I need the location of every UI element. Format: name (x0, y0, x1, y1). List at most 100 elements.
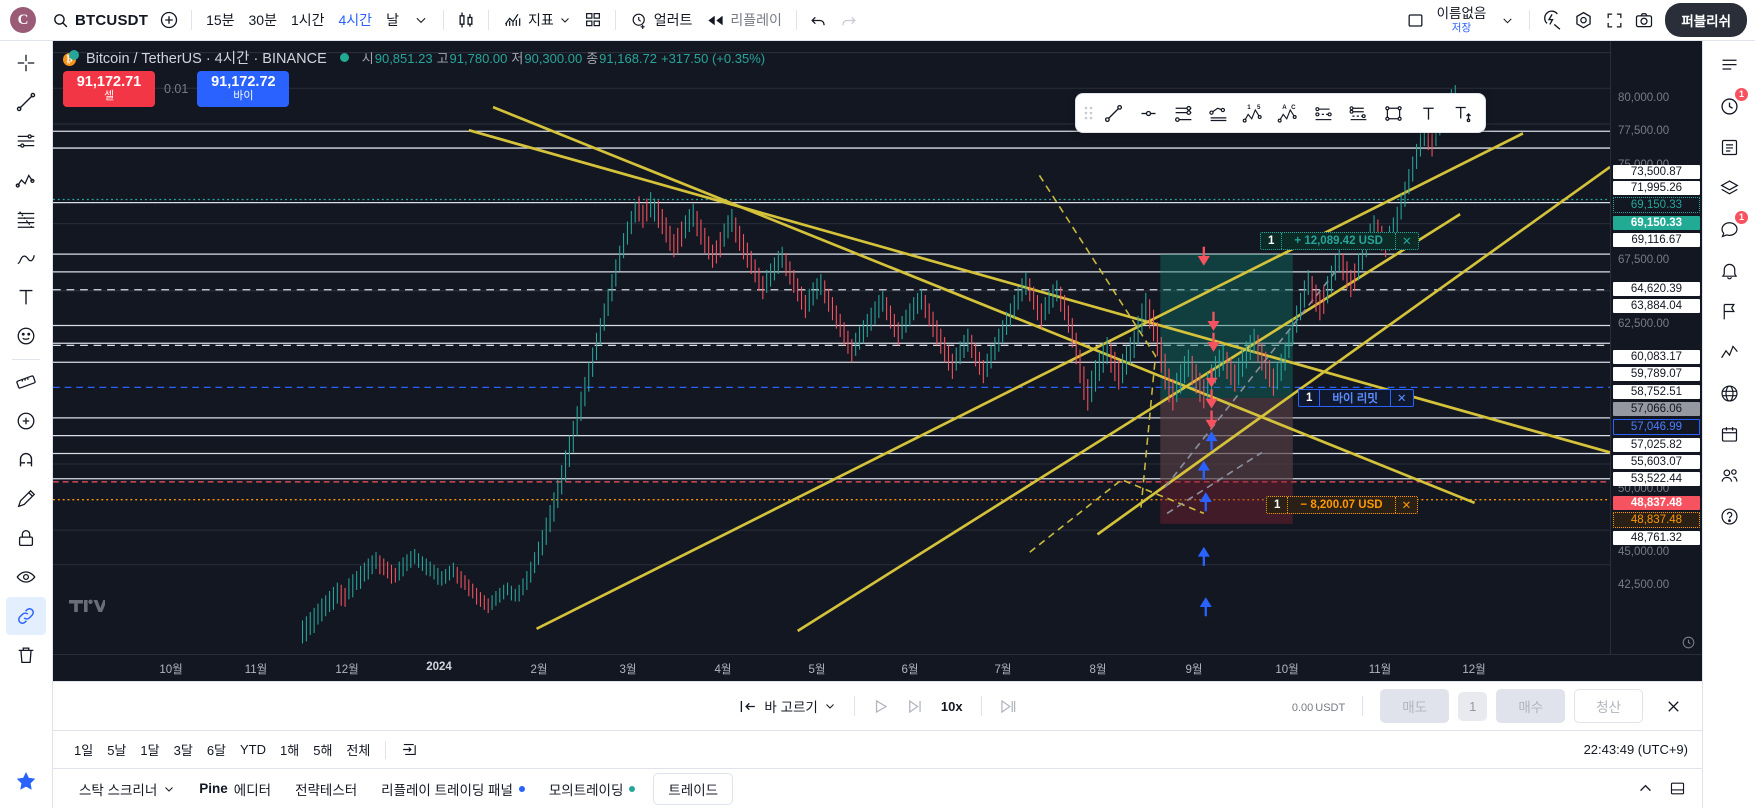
price-label-stop[interactable]: 48,837.48 (1613, 496, 1700, 510)
layout-select-button[interactable] (1401, 5, 1431, 35)
alert-button[interactable]: 얼러트 (623, 5, 700, 35)
layout-name-button[interactable]: 이름없음 저장 (1431, 4, 1493, 36)
stock-screener-tab[interactable]: 스탁 스크리너 (67, 773, 187, 805)
buy-limit-order-label[interactable]: 1 바이 리밋 ✕ (1298, 389, 1414, 407)
magnet-icon[interactable] (6, 441, 46, 479)
publish-button[interactable]: 퍼블리쉬 (1665, 3, 1747, 37)
chart-clock[interactable]: 22:43:49 (UTC+9) (1583, 742, 1688, 757)
collapse-panel-button[interactable] (1630, 774, 1660, 804)
anchored-text-icon[interactable] (1446, 97, 1480, 129)
rectangle-icon[interactable] (1376, 97, 1410, 129)
short-position-close-icon[interactable]: ✕ (1394, 497, 1418, 513)
help-question-icon[interactable] (1709, 497, 1749, 535)
range-5d[interactable]: 5날 (107, 743, 127, 758)
replay-trading-panel-tab[interactable]: 리플레이 트레이딩 패널 (369, 773, 537, 805)
ideas-flag-icon[interactable] (1709, 292, 1749, 330)
chart-pattern-icon[interactable] (1709, 333, 1749, 371)
text-icon[interactable] (1411, 97, 1445, 129)
play-button[interactable] (865, 691, 897, 721)
range-1d[interactable]: 1일 (74, 743, 94, 758)
price-label-line[interactable]: 58,752.51 (1613, 385, 1700, 399)
trash-icon[interactable] (6, 636, 46, 674)
replay-qty-input[interactable]: 1 (1458, 691, 1488, 721)
eye-hide-icon[interactable] (6, 558, 46, 596)
long-position-label[interactable]: 1 + 12,089.42 USD ✕ (1260, 232, 1419, 250)
price-label-buy-limit[interactable]: 57,046.99 (1613, 419, 1700, 435)
price-label-line[interactable]: 69,116.67 (1613, 233, 1700, 247)
elliott-abc-correction-icon[interactable]: A C (1271, 97, 1305, 129)
users-icon[interactable] (1709, 456, 1749, 494)
drag-grip-icon[interactable] (1081, 97, 1095, 129)
price-label-line[interactable]: 57,025.82 (1613, 438, 1700, 452)
range-ytd[interactable]: YTD (240, 742, 267, 757)
indicators-button[interactable]: 지표 (496, 5, 578, 35)
xabcd-pattern-icon[interactable] (1306, 97, 1340, 129)
undo-button[interactable] (804, 5, 834, 35)
price-label-last-price[interactable]: 69,150.33 (1613, 216, 1700, 230)
go-to-date-button[interactable] (394, 737, 425, 762)
horizontal-ray-icon[interactable] (1131, 97, 1165, 129)
step-forward-button[interactable] (899, 691, 931, 721)
short-position-label[interactable]: 1 − 8,200.07 USD ✕ (1266, 496, 1419, 514)
long-position-close-icon[interactable]: ✕ (1394, 233, 1418, 249)
range-1m[interactable]: 1달 (140, 743, 160, 758)
favorites-star-icon[interactable] (6, 762, 46, 800)
app-logo[interactable]: C (10, 7, 36, 33)
price-label-line[interactable]: 59,789.07 (1613, 367, 1700, 381)
parallel-channel-icon[interactable] (1166, 97, 1200, 129)
calendar-icon[interactable] (1709, 415, 1749, 453)
measure-ruler-icon[interactable] (6, 363, 46, 401)
range-5y[interactable]: 5해 (313, 743, 333, 758)
price-axis[interactable]: 80,000.00 77,500.00 75,000.00 67,500.00 … (1610, 41, 1702, 654)
snapshot-button[interactable] (1629, 5, 1659, 35)
price-label-take-profit[interactable]: 69,150.33 (1613, 197, 1700, 213)
replay-speed[interactable]: 10x (940, 698, 963, 714)
community-icon[interactable] (1709, 374, 1749, 412)
chart-area[interactable]: 1 + 12,089.42 USD ✕ 1 바이 리밋 ✕ 1 − 8,200.… (53, 41, 1702, 681)
pine-editor-tab[interactable]: Pine 에디터 (187, 773, 283, 805)
legend-symbol-title[interactable]: Bitcoin / TetherUS · 4시간 · BINANCE (86, 51, 327, 67)
watchlist-icon[interactable] (1709, 46, 1749, 84)
price-label-line[interactable]: 53,522.44 (1613, 472, 1700, 486)
range-1y[interactable]: 1해 (280, 743, 300, 758)
paper-trading-tab[interactable]: 모의트레이딩 (537, 773, 648, 805)
quick-search-button[interactable] (1537, 5, 1568, 35)
pencil-draw-icon[interactable] (6, 480, 46, 518)
gann-fib-icon[interactable] (6, 200, 46, 238)
notifications-bell-icon[interactable] (1709, 251, 1749, 289)
price-label-line[interactable]: 71,995.26 (1613, 181, 1700, 195)
axis-clock-icon[interactable] (1681, 635, 1696, 650)
order-quantity[interactable]: 0.01 (164, 81, 189, 96)
brush-icon[interactable] (6, 239, 46, 277)
timeframe-1h[interactable]: 1시간 (290, 12, 325, 28)
pitchfork-icon[interactable] (1201, 97, 1235, 129)
price-label-short-entry[interactable]: 48,837.48 (1613, 512, 1700, 528)
buy-limit-close-icon[interactable]: ✕ (1389, 390, 1413, 406)
buy-button[interactable]: 91,172.72 바이 (197, 71, 290, 107)
data-window-icon[interactable] (1709, 128, 1749, 166)
symbol-search[interactable]: BTCUSDT (46, 8, 154, 33)
layout-caret-button[interactable] (1492, 5, 1522, 35)
price-label-line[interactable]: 63,884.04 (1613, 299, 1700, 313)
hotlist-layers-icon[interactable] (1709, 169, 1749, 207)
chart-settings-button[interactable] (1568, 5, 1599, 35)
timeframe-more-button[interactable] (406, 5, 436, 35)
lock-icon[interactable] (6, 519, 46, 557)
trend-line-icon[interactable] (6, 83, 46, 121)
trade-button[interactable]: 트레이드 (653, 772, 734, 805)
redo-button[interactable] (834, 5, 864, 35)
cross-cursor-icon[interactable] (6, 44, 46, 82)
indicator-templates-button[interactable] (578, 5, 608, 35)
timeframe-15m[interactable]: 15분 (206, 12, 235, 28)
link-chain-icon[interactable] (6, 597, 46, 635)
price-label-line[interactable]: 60,083.17 (1613, 350, 1700, 364)
chart-canvas[interactable]: 1 + 12,089.42 USD ✕ 1 바이 리밋 ✕ 1 − 8,200.… (53, 41, 1610, 654)
price-label-line[interactable]: 57,066.06 (1613, 402, 1700, 416)
close-x-icon[interactable] (1658, 691, 1688, 721)
replay-sell-button[interactable]: 매도 (1380, 689, 1450, 723)
timeframe-4h[interactable]: 4시간 (338, 12, 373, 28)
floating-drawing-toolbar[interactable]: 1 5 A C (1075, 93, 1486, 133)
price-label-line[interactable]: 73,500.87 (1613, 165, 1700, 179)
expand-panel-button[interactable] (1662, 774, 1692, 804)
cypher-pattern-icon[interactable] (1341, 97, 1375, 129)
